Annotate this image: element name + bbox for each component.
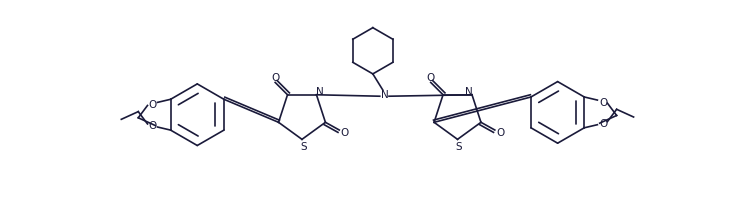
Text: N: N (381, 89, 389, 99)
Text: S: S (300, 141, 307, 151)
Text: O: O (599, 97, 608, 107)
Text: S: S (456, 141, 463, 151)
Text: O: O (340, 128, 349, 138)
Text: N: N (465, 87, 472, 96)
Text: O: O (148, 99, 156, 109)
Text: O: O (496, 128, 504, 138)
Text: O: O (148, 121, 156, 131)
Text: N: N (316, 87, 323, 96)
Text: O: O (427, 73, 435, 83)
Text: O: O (271, 73, 279, 83)
Text: O: O (599, 119, 608, 129)
